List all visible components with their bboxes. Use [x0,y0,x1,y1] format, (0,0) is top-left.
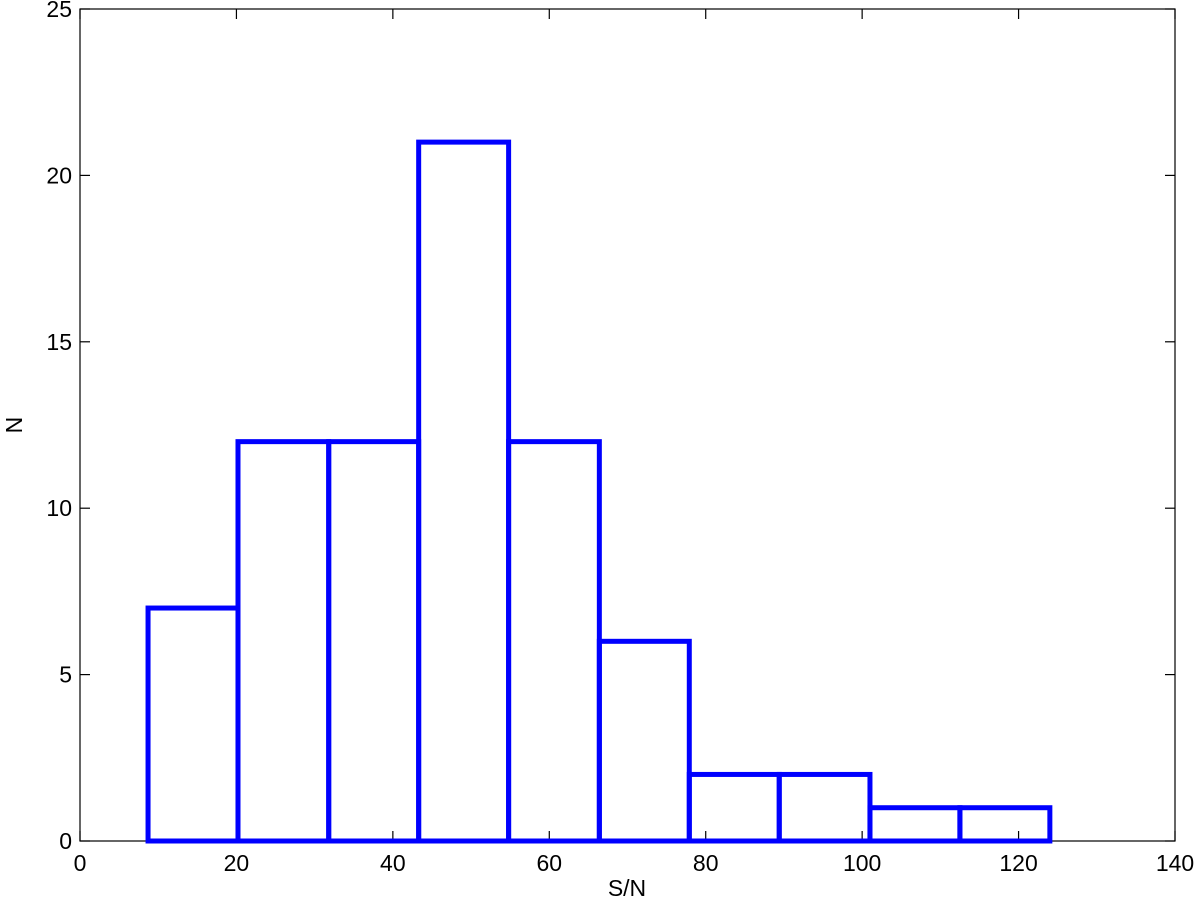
y-axis-label: N [1,417,27,434]
histogram-bar [957,805,1053,844]
x-tick-label: 120 [999,850,1037,876]
x-tick-label: 0 [74,850,87,876]
x-tick-label: 80 [693,850,719,876]
y-tick-label: 0 [59,828,72,854]
y-tick-label: 15 [46,329,72,355]
x-tick-label: 60 [536,850,562,876]
x-axis-label: S/N [608,875,646,901]
y-tick-label: 10 [46,495,72,521]
plot-frame [79,8,1176,842]
y-tick-label: 20 [46,162,72,188]
x-tick-label: 20 [224,850,250,876]
y-tick-label: 5 [59,662,72,688]
histogram-bar [596,638,692,844]
x-tick-label: 40 [380,850,406,876]
x-tick-label: 140 [1156,850,1194,876]
y-tick-label: 25 [46,0,72,22]
x-tick-label: 100 [843,850,881,876]
